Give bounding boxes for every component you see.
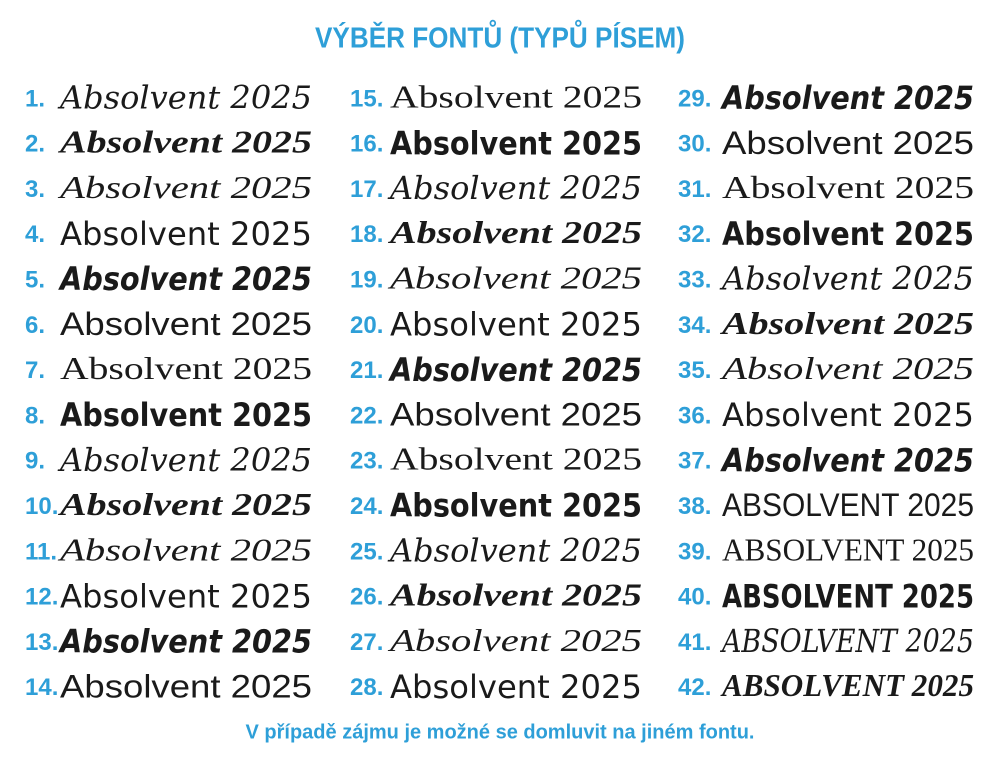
font-sample: Absolvent 2025 bbox=[722, 169, 974, 205]
font-sample: Absolvent 2025 bbox=[390, 487, 642, 525]
font-sample: ABSOLVENT 2025 bbox=[722, 487, 974, 523]
font-sample: Absolvent 2025 bbox=[390, 397, 642, 433]
font-sample: ABSOLVENT 2025 bbox=[719, 622, 974, 660]
item-number: 34. bbox=[678, 312, 711, 339]
item-number: 19. bbox=[350, 267, 383, 294]
font-sample: Absolvent 2025 bbox=[719, 441, 974, 479]
item-number: 9. bbox=[25, 448, 45, 475]
item-number: 28. bbox=[350, 674, 383, 701]
item-number: 5. bbox=[25, 267, 45, 294]
font-sample: Absolvent 2025 bbox=[60, 577, 312, 615]
font-sample: Absolvent 2025 bbox=[57, 79, 312, 117]
font-sample: Absolvent 2025 bbox=[719, 79, 974, 117]
item-number: 21. bbox=[350, 357, 383, 384]
font-sample: Absolvent 2025 bbox=[57, 623, 312, 661]
item-number: 37. bbox=[678, 448, 711, 475]
font-sample: Absolvent 2025 bbox=[60, 306, 312, 342]
font-sample: Absolvent 2025 bbox=[720, 305, 974, 341]
item-number: 39. bbox=[678, 538, 711, 565]
item-number: 7. bbox=[25, 357, 45, 384]
item-number: 10. bbox=[25, 493, 58, 520]
item-number: 42. bbox=[678, 674, 711, 701]
item-number: 22. bbox=[350, 402, 383, 429]
item-number: 25. bbox=[350, 538, 383, 565]
footer-note: V případě zájmu je možné se domluvit na … bbox=[246, 721, 755, 743]
item-number: 4. bbox=[25, 221, 45, 248]
item-number: 11. bbox=[25, 538, 57, 565]
font-sample: Absolvent 2025 bbox=[57, 441, 312, 479]
item-number: 40. bbox=[678, 584, 711, 611]
item-number: 15. bbox=[350, 85, 383, 112]
font-sample: Absolvent 2025 bbox=[57, 531, 312, 567]
title: VÝBĚR FONTŮ (TYPŮ PÍSEM) bbox=[315, 19, 685, 55]
item-number: 33. bbox=[678, 267, 711, 294]
font-sample: Absolvent 2025 bbox=[388, 214, 642, 250]
font-sample: Absolvent 2025 bbox=[58, 124, 312, 160]
item-number: 41. bbox=[678, 629, 711, 656]
font-sample: Absolvent 2025 bbox=[387, 169, 642, 207]
font-sample: Absolvent 2025 bbox=[387, 622, 642, 658]
font-sample: ABSOLVENT 2025 bbox=[722, 531, 974, 567]
font-sample: Absolvent 2025 bbox=[387, 532, 642, 570]
item-number: 8. bbox=[25, 402, 45, 429]
font-sample: Absolvent 2025 bbox=[60, 668, 312, 704]
font-sample: Absolvent 2025 bbox=[60, 350, 312, 386]
item-number: 32. bbox=[678, 221, 711, 248]
item-number: 29. bbox=[678, 85, 711, 112]
font-sample: ABSOLVENT 2025 bbox=[722, 577, 974, 615]
font-sample: Absolvent 2025 bbox=[390, 441, 642, 477]
item-number: 2. bbox=[25, 131, 45, 158]
item-number: 6. bbox=[25, 312, 45, 339]
item-number: 1. bbox=[25, 85, 45, 112]
font-sample: Absolvent 2025 bbox=[719, 350, 974, 386]
item-number: 26. bbox=[350, 584, 383, 611]
font-sample: Absolvent 2025 bbox=[390, 78, 642, 114]
font-sample: Absolvent 2025 bbox=[387, 351, 642, 389]
item-number: 23. bbox=[350, 448, 383, 475]
item-number: 35. bbox=[678, 357, 711, 384]
item-number: 20. bbox=[350, 312, 383, 339]
font-sample: Absolvent 2025 bbox=[60, 215, 312, 253]
item-number: 38. bbox=[678, 493, 711, 520]
item-number: 12. bbox=[25, 584, 58, 611]
item-number: 27. bbox=[350, 629, 383, 656]
item-number: 16. bbox=[350, 131, 383, 158]
font-sample: Absolvent 2025 bbox=[58, 486, 312, 522]
font-sample: Absolvent 2025 bbox=[722, 125, 974, 161]
item-number: 17. bbox=[350, 176, 383, 203]
font-sample: Absolvent 2025 bbox=[57, 260, 312, 298]
item-number: 24. bbox=[350, 493, 383, 520]
font-sample: Absolvent 2025 bbox=[390, 306, 642, 344]
item-number: 14. bbox=[25, 674, 58, 701]
font-sample: Absolvent 2025 bbox=[388, 577, 642, 613]
font-sample: Absolvent 2025 bbox=[722, 215, 974, 253]
item-number: 31. bbox=[678, 176, 711, 203]
item-number: 3. bbox=[25, 176, 45, 203]
font-sample: Absolvent 2025 bbox=[387, 260, 642, 296]
font-sample: Absolvent 2025 bbox=[57, 169, 312, 205]
item-number: 13. bbox=[25, 629, 58, 656]
font-sample: Absolvent 2025 bbox=[60, 396, 312, 434]
font-sample: Absolvent 2025 bbox=[390, 668, 642, 706]
font-sample: Absolvent 2025 bbox=[722, 396, 974, 434]
font-sample: Absolvent 2025 bbox=[390, 124, 642, 162]
item-number: 30. bbox=[678, 131, 711, 158]
font-sample: Absolvent 2025 bbox=[719, 260, 974, 298]
item-number: 36. bbox=[678, 402, 711, 429]
item-number: 18. bbox=[350, 221, 383, 248]
font-sample: ABSOLVENT 2025 bbox=[720, 667, 974, 703]
